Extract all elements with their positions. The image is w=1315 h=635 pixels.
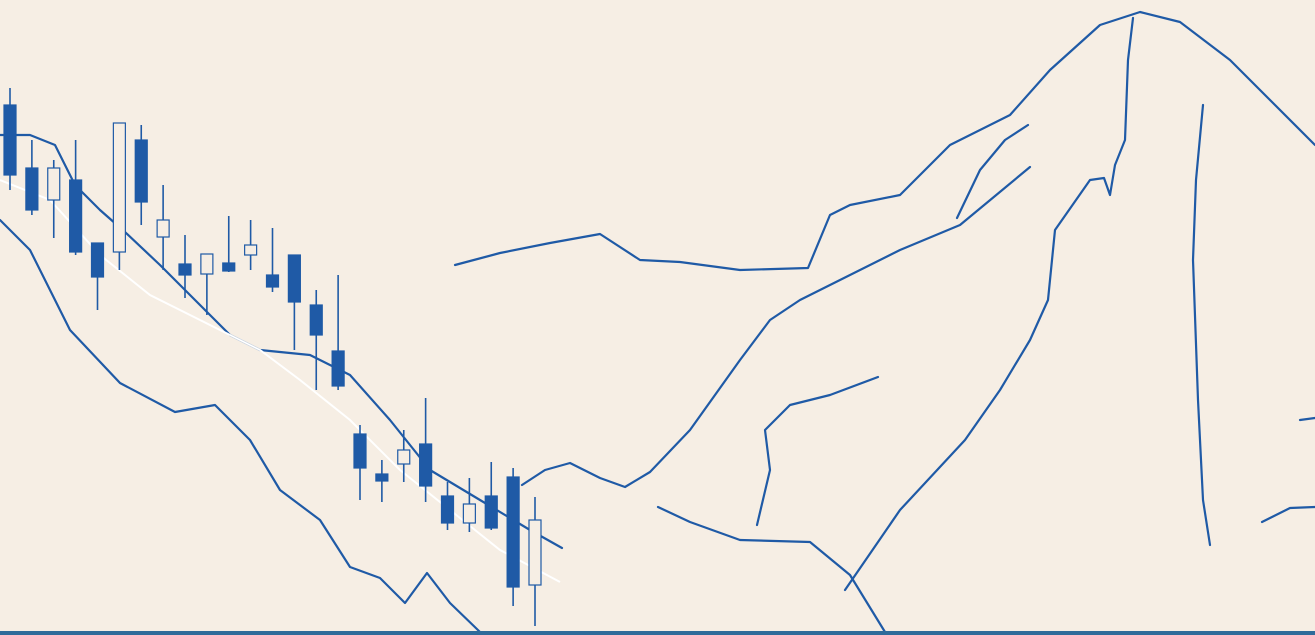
candle-body xyxy=(354,434,366,468)
candle-body xyxy=(376,474,388,481)
candle-body xyxy=(92,243,104,277)
candle-body xyxy=(485,496,497,528)
illustration xyxy=(0,0,1315,635)
candle-body xyxy=(442,496,454,523)
background xyxy=(0,0,1315,635)
candle-body xyxy=(70,180,82,252)
candle-body xyxy=(4,105,16,175)
candle-body xyxy=(507,477,519,587)
candle-body xyxy=(267,275,279,287)
candle-body xyxy=(157,220,169,237)
candle-body xyxy=(288,255,300,302)
candle-body xyxy=(179,264,191,275)
candle-body xyxy=(113,123,125,252)
candle-body xyxy=(398,450,410,464)
candle-body xyxy=(26,168,38,210)
candle-body xyxy=(420,444,432,486)
candle-body xyxy=(463,504,475,523)
candle-body xyxy=(201,254,213,274)
candle-body xyxy=(332,351,344,386)
candle-body xyxy=(135,140,147,202)
bottom-border xyxy=(0,631,1315,635)
candle-body xyxy=(310,305,322,335)
candle-body xyxy=(529,520,541,585)
candle-body xyxy=(223,263,235,271)
candle-body xyxy=(48,168,60,200)
candle-body xyxy=(245,245,257,255)
